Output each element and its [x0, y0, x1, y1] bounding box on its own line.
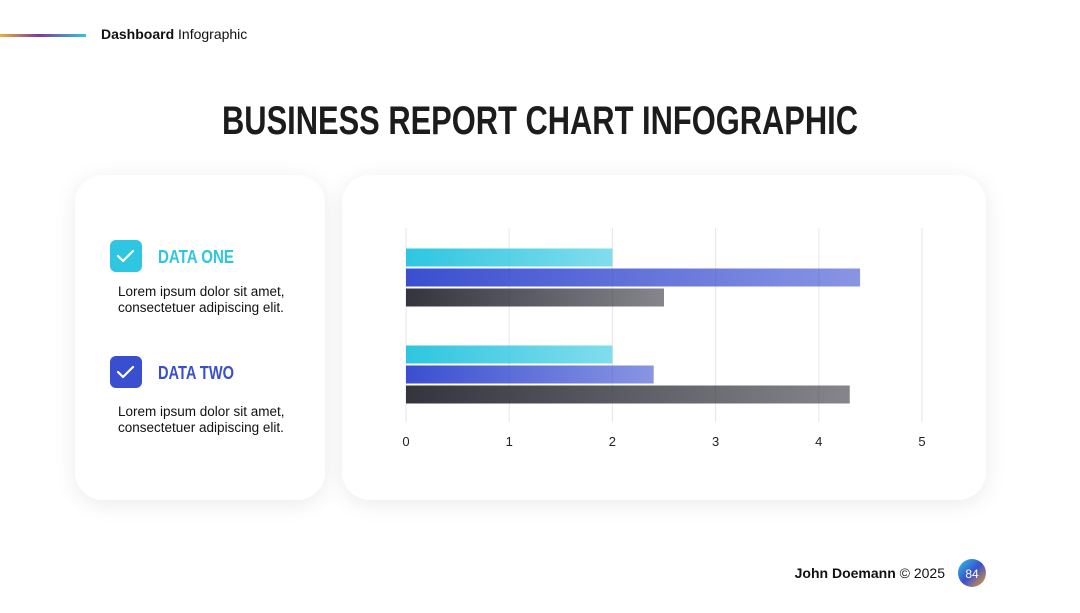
item-title: DATA ONE [158, 247, 234, 267]
header-text: Infographic [178, 26, 247, 42]
bar [406, 268, 861, 287]
header-bold: Dashboard [101, 26, 174, 42]
title: BUSINESS REPORT CHART INFOGRAPHIC [222, 99, 858, 143]
check-box [110, 356, 142, 388]
header-line [0, 34, 86, 37]
page-badge [958, 559, 986, 587]
x-tick-label: 0 [402, 434, 409, 449]
chart-card [342, 175, 986, 500]
item-description: Lorem ipsum dolor sit amet, [118, 284, 285, 299]
footer-author: John Doemann [795, 565, 896, 581]
x-tick-label: 3 [712, 434, 719, 449]
check-mark [116, 365, 135, 379]
footer: John Doemann © 2025 [795, 565, 946, 581]
item-description: consectetuer adipiscing elit. [118, 300, 284, 315]
bar [406, 385, 850, 404]
x-tick-label: 1 [506, 434, 513, 449]
legend-card [75, 175, 325, 500]
x-tick-label: 5 [918, 434, 925, 449]
bar [406, 288, 664, 307]
bar [406, 365, 654, 384]
check-box [110, 240, 142, 272]
chart: 0 1 2 3 4 5 [402, 228, 926, 449]
item-description: consectetuer adipiscing elit. [118, 420, 284, 435]
x-tick-label: 4 [815, 434, 822, 449]
footer-copyright: © 2025 [900, 565, 946, 581]
check-mark [116, 249, 135, 263]
item-description: Lorem ipsum dolor sit amet, [118, 404, 285, 419]
bar [406, 248, 613, 267]
header: Dashboard Infographic [101, 26, 247, 42]
page-number: 84 [965, 567, 979, 581]
item-title: DATA TWO [158, 363, 234, 383]
x-tick-label: 2 [609, 434, 616, 449]
bar [406, 345, 613, 364]
